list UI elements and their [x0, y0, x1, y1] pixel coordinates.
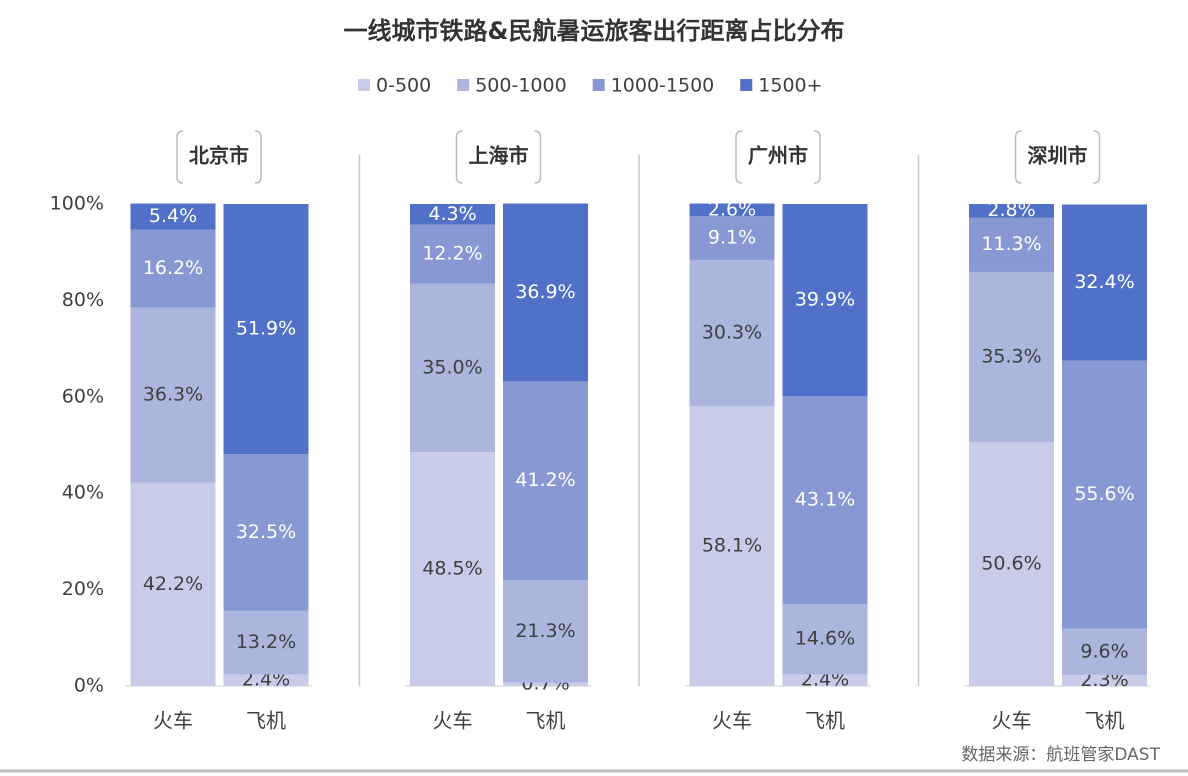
data-label: 30.3% [702, 321, 762, 343]
data-label: 32.5% [236, 521, 296, 543]
bar-segment [782, 204, 868, 397]
data-label: 36.9% [515, 281, 575, 303]
data-label: 39.9% [795, 289, 855, 311]
y-tick-label: 40% [62, 482, 104, 504]
data-label: 2.8% [987, 199, 1035, 221]
data-label: 14.6% [795, 628, 855, 650]
bar-segment [689, 405, 775, 686]
data-label: 13.2% [236, 631, 296, 653]
group-label: 深圳市 [1028, 144, 1088, 168]
x-tick-label: 飞机 [805, 709, 845, 733]
bar-segment [410, 452, 495, 686]
bar-segment [503, 682, 588, 686]
data-label: 50.6% [981, 553, 1041, 575]
data-label: 36.3% [143, 384, 203, 406]
y-tick-label: 60% [62, 385, 104, 407]
bar-segment [782, 604, 868, 675]
data-label: 43.1% [795, 489, 855, 511]
group-bracket [176, 130, 262, 184]
data-label: 58.1% [702, 534, 762, 556]
legend-swatch [358, 79, 370, 91]
bar-segment [130, 482, 216, 686]
bar-segment [130, 307, 216, 483]
bar-segment [782, 674, 868, 686]
y-tick-label: 20% [62, 578, 104, 600]
x-tick-label: 火车 [433, 709, 473, 733]
legend-label: 1500+ [758, 75, 822, 97]
bar-segment [223, 454, 309, 611]
data-label: 41.2% [515, 469, 575, 491]
chart-title: 一线城市铁路&民航暑运旅客出行距离占比分布 [344, 17, 845, 45]
bar-segment [503, 203, 588, 382]
bar-segment [410, 224, 495, 284]
x-tick-label: 火车 [153, 709, 193, 733]
group-label: 广州市 [748, 144, 808, 168]
bar-segment [1062, 204, 1147, 361]
source: 数据来源：航班管家DAST [961, 745, 1160, 765]
bar-segment [969, 442, 1054, 686]
group-label: 上海市 [469, 144, 529, 168]
bar-segment [223, 204, 309, 455]
bar-segment [782, 396, 868, 605]
data-label: 9.1% [708, 226, 756, 248]
data-label: 55.6% [1074, 483, 1134, 505]
data-label: 21.3% [515, 620, 575, 642]
y-tick-label: 80% [62, 289, 104, 311]
bar-segment [130, 229, 216, 308]
bar-segment [1062, 628, 1147, 675]
data-label: 9.6% [1080, 640, 1128, 662]
legend-swatch [592, 79, 605, 91]
y-tick-label: 0% [74, 675, 104, 697]
data-label: 35.3% [981, 346, 1041, 368]
legend-label: 1000-1500 [611, 75, 715, 97]
data-label: 11.3% [981, 233, 1041, 255]
group-bracket [735, 130, 821, 184]
bar-segment [689, 216, 775, 260]
data-label: 2.6% [708, 198, 756, 220]
data-label: 32.4% [1074, 271, 1134, 293]
bar-segment [223, 610, 309, 675]
group-label: 北京市 [189, 144, 249, 168]
x-tick-label: 飞机 [526, 709, 566, 733]
bar-segment [969, 204, 1054, 218]
group-bracket [455, 130, 542, 184]
data-label: 12.2% [422, 243, 482, 265]
data-label: 51.9% [236, 318, 296, 340]
legend-label: 500-1000 [475, 75, 566, 97]
data-label: 16.2% [143, 257, 203, 279]
bar-segment [1062, 674, 1147, 686]
data-label: 35.0% [422, 356, 482, 378]
data-label: 5.4% [149, 205, 197, 227]
bar-segment [1062, 360, 1147, 629]
data-label: 42.2% [143, 573, 203, 595]
y-tick-label: 100% [50, 193, 104, 215]
x-tick-label: 火车 [712, 709, 752, 733]
bar-segment [410, 283, 495, 453]
bar-segment [969, 217, 1054, 272]
x-tick-label: 飞机 [246, 709, 286, 733]
legend-swatch [457, 79, 470, 91]
bar-segment [130, 203, 216, 230]
bar-segment [969, 271, 1054, 443]
group-bracket [1014, 130, 1101, 184]
bar-segment [410, 204, 495, 225]
data-label: 4.3% [428, 203, 476, 225]
x-tick-label: 飞机 [1085, 709, 1125, 733]
bar-segment [689, 259, 775, 406]
legend-label: 0-500 [376, 75, 431, 97]
bar-segment [689, 203, 775, 217]
bar-segment [503, 579, 588, 683]
data-label: 48.5% [422, 558, 482, 580]
legend-swatch [740, 79, 753, 91]
bar-segment [503, 381, 588, 580]
x-tick-label: 火车 [992, 709, 1032, 733]
bar-segment [223, 674, 309, 686]
